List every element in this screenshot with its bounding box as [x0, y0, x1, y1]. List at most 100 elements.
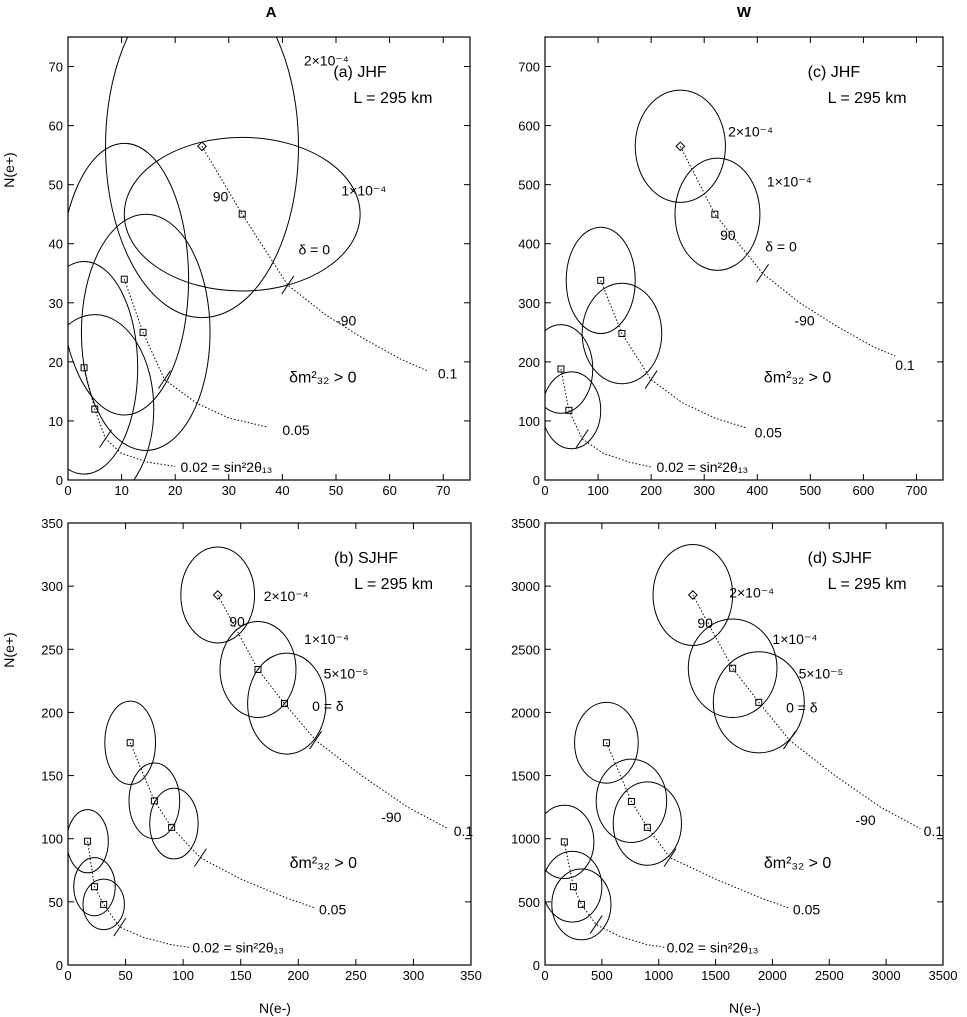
delta-trajectory — [87, 841, 189, 948]
error-ellipse — [545, 850, 603, 923]
x-tick-label: 3500 — [929, 968, 958, 983]
dm2-label: 1×10⁻⁴ — [767, 174, 812, 190]
delta-trajectory — [605, 742, 790, 909]
dm2-label: 5×10⁻⁵ — [799, 665, 844, 681]
data-point — [557, 365, 565, 373]
plot-area — [68, 546, 449, 948]
y-tick-label: 300 — [41, 579, 63, 594]
error-ellipse — [574, 701, 639, 784]
y-tick-label: 2000 — [511, 705, 540, 720]
y-tick-label: 0 — [56, 958, 63, 973]
x-tick-label: 300 — [693, 483, 715, 498]
error-ellipse — [581, 282, 663, 385]
error-ellipse — [180, 546, 256, 644]
error-ellipse — [687, 618, 778, 718]
sin2-label: 0.02 = sin²2θ₁₃ — [656, 459, 748, 475]
panel-a: 0 10 20 30 40 50 60 70 0 10 20 30 40 50 60 70 0.02 = sin… — [49, 36, 471, 498]
error-ellipse — [652, 543, 734, 646]
x-tick-label: 70 — [436, 483, 450, 498]
plot-area — [68, 37, 428, 480]
x-tick-label: 60 — [382, 483, 396, 498]
delta-label: 90 — [720, 227, 736, 243]
delta-zero-tick — [309, 730, 322, 750]
y-tick-label: 1500 — [511, 769, 540, 784]
error-ellipse — [104, 700, 157, 785]
y-tick-label: 3000 — [511, 579, 540, 594]
panel-baseline: L = 295 km — [828, 90, 907, 107]
x-tick-label: 400 — [746, 483, 768, 498]
dm2-label: 2×10⁻⁴ — [728, 124, 773, 140]
data-point — [139, 328, 147, 336]
dm2-label: 1×10⁻⁴ — [341, 183, 386, 199]
dm2-label: 1×10⁻⁴ — [772, 631, 817, 647]
data-point — [675, 141, 686, 152]
x-tick-label: 50 — [118, 968, 132, 983]
plot-frame — [67, 522, 472, 966]
panel-title: (d) SJHF — [808, 550, 872, 567]
delta-zero-tick — [589, 915, 603, 934]
y-tick-label: 20 — [49, 355, 63, 370]
data-point — [602, 739, 610, 747]
column-title-left: A — [266, 4, 277, 21]
delta-zero-tick — [113, 917, 127, 937]
panel-title: (c) JHF — [808, 64, 861, 81]
sin2-label: 0.05 — [319, 901, 346, 917]
y-tick-label: 200 — [41, 705, 63, 720]
data-point — [618, 330, 626, 338]
delta-label: δ = 0 — [765, 239, 797, 255]
error-ellipse — [674, 157, 761, 271]
plot-area — [545, 543, 921, 948]
y-tick-label: 100 — [518, 414, 540, 429]
y-tick-label: 700 — [518, 60, 540, 75]
plot-area — [545, 89, 896, 468]
delta-trajectory — [560, 368, 652, 468]
y-tick-label: 1000 — [511, 832, 540, 847]
error-ellipse — [123, 136, 361, 292]
y-tick-label: 0 — [56, 473, 63, 488]
error-ellipse — [73, 857, 116, 917]
x-tick-label: 30 — [222, 483, 236, 498]
error-ellipse — [68, 809, 109, 874]
error-ellipse — [612, 781, 682, 866]
data-point — [569, 883, 577, 891]
delta-label: -90 — [381, 809, 401, 825]
dm2-label: 1×10⁻⁴ — [304, 631, 349, 647]
y-axis-label-top: N(e+) — [1, 152, 17, 187]
delta-label: -90 — [855, 812, 875, 828]
x-tick-label: 300 — [403, 968, 425, 983]
data-point — [90, 883, 98, 891]
x-tick-label: 2000 — [758, 968, 787, 983]
error-ellipse — [105, 37, 299, 319]
delta-zero-tick — [756, 263, 769, 283]
sin2-label: 0.02 = sin²2θ₁₃ — [667, 939, 759, 955]
data-point — [729, 664, 737, 672]
panel-baseline: L = 295 km — [828, 576, 907, 593]
y-tick-label: 200 — [518, 355, 540, 370]
sin2-label: 0.1 — [438, 366, 458, 382]
x-axis-label-right: N(e-) — [729, 1000, 761, 1016]
x-tick-label: 250 — [345, 968, 367, 983]
data-point — [711, 210, 719, 218]
sin2-label: 0.05 — [793, 901, 820, 917]
data-point — [197, 141, 207, 152]
delta-trajectory — [563, 841, 665, 948]
x-tick-label: 700 — [906, 483, 928, 498]
error-ellipse — [68, 142, 190, 416]
data-point — [150, 797, 158, 805]
panel-c: 0 100 200 300 400 500 600 700 0 100 200 300 400 500 60… — [518, 36, 944, 498]
x-tick-label: 500 — [799, 483, 821, 498]
sign-label: δm²₃₂ > 0 — [290, 855, 358, 872]
x-tick-label: 0 — [541, 483, 548, 498]
data-point — [565, 406, 573, 414]
error-ellipse — [80, 213, 211, 451]
delta-label: -90 — [794, 313, 814, 329]
plot-frame — [544, 36, 944, 481]
sin2-label: 0.02 = sin²2θ₁₃ — [192, 939, 284, 955]
panel-title: (b) SJHF — [334, 550, 398, 567]
plot-frame — [544, 522, 944, 966]
error-ellipse — [82, 878, 125, 931]
x-tick-label: 350 — [460, 968, 482, 983]
data-point — [627, 797, 635, 805]
panel-baseline: L = 295 km — [353, 90, 432, 107]
